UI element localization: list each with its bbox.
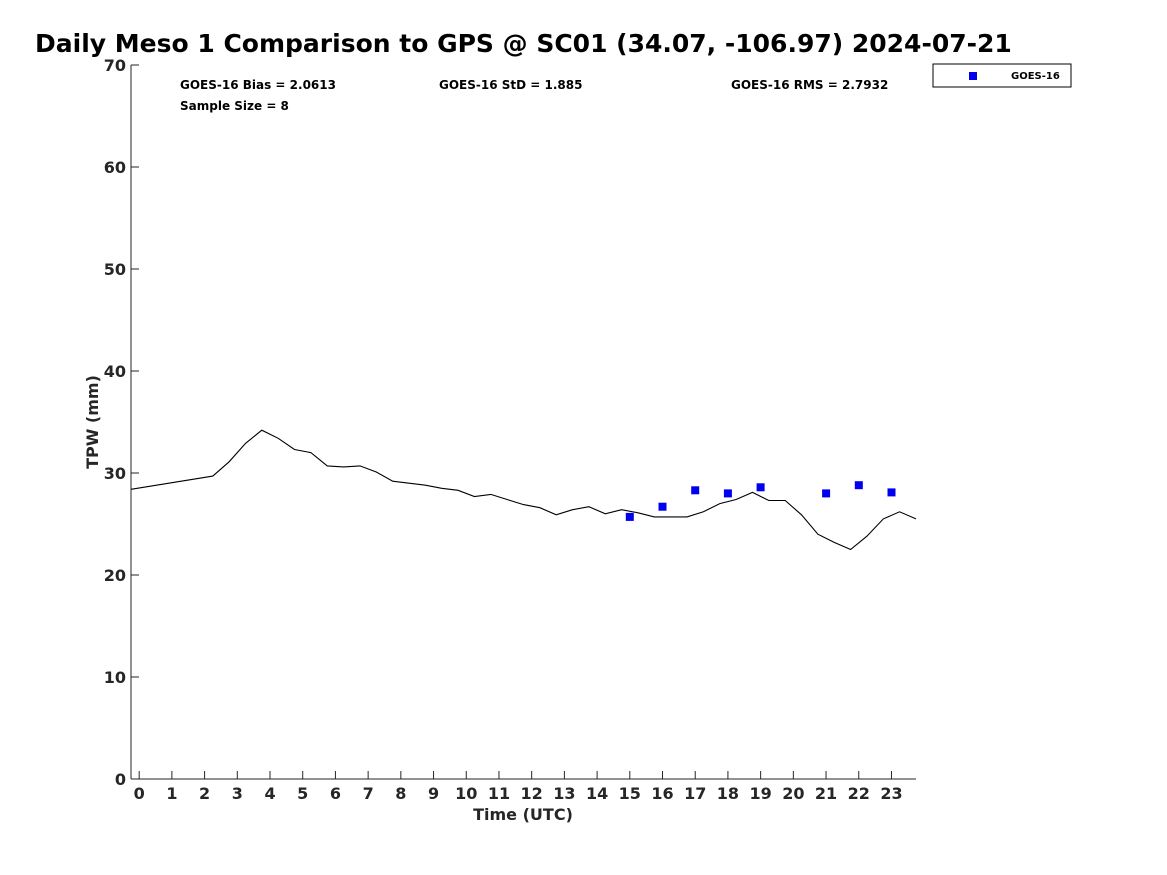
y-tick-label: 20 (104, 566, 126, 585)
x-tick-label: 18 (717, 784, 739, 803)
goes-16-point (822, 489, 831, 498)
goes-16-point (691, 486, 700, 495)
x-tick-label: 2 (199, 784, 210, 803)
std-stat: GOES-16 StD = 1.885 (439, 78, 582, 92)
goes-16-point (756, 483, 765, 492)
x-tick-label: 8 (395, 784, 406, 803)
gps-tpw-line (130, 429, 917, 551)
x-tick-label: 16 (651, 784, 673, 803)
x-tick-label: 4 (264, 784, 275, 803)
plot-frame (130, 65, 916, 780)
y-tick-label: 50 (104, 260, 126, 279)
x-tick-label: 11 (488, 784, 510, 803)
x-tick-label: 6 (330, 784, 341, 803)
x-tick-label: 0 (134, 784, 145, 803)
legend-label: GOES-16 (1011, 71, 1060, 82)
goes-16-point (625, 512, 634, 521)
y-tick-label: 70 (104, 56, 126, 75)
x-tick-label: 3 (232, 784, 243, 803)
sample-size-stat: Sample Size = 8 (180, 99, 289, 113)
goes-16-points (625, 481, 896, 521)
x-tick-label: 5 (297, 784, 308, 803)
bias-stat: GOES-16 Bias = 2.0613 (180, 78, 336, 92)
y-axis: 0 10 20 30 40 50 60 70 (104, 56, 139, 789)
x-tick-label: 14 (586, 784, 608, 803)
legend-box (932, 63, 1072, 88)
goes-16-point (854, 481, 863, 490)
y-tick-label: 40 (104, 362, 126, 381)
goes-16-point (887, 488, 896, 497)
x-tick-label: 15 (619, 784, 641, 803)
y-tick-label: 0 (115, 770, 126, 789)
x-tick-label: 17 (684, 784, 706, 803)
y-tick-label: 10 (104, 668, 126, 687)
x-axis-label: Time (UTC) (473, 805, 573, 824)
chart-title: Daily Meso 1 Comparison to GPS @ SC01 (3… (35, 29, 1012, 58)
x-tick-label: 10 (455, 784, 477, 803)
goes-16-point (658, 502, 667, 511)
x-tick-label: 23 (880, 784, 902, 803)
x-axis: 0 1 2 3 4 5 6 7 8 9 10 11 12 13 14 15 16 17 18 19 20 21 22 23 (134, 771, 903, 803)
rms-stat: GOES-16 RMS = 2.7932 (731, 78, 888, 92)
x-tick-label: 22 (848, 784, 870, 803)
y-tick-label: 60 (104, 158, 126, 177)
x-tick-label: 19 (750, 784, 772, 803)
x-tick-label: 13 (553, 784, 575, 803)
x-tick-label: 9 (428, 784, 439, 803)
legend-marker (969, 72, 977, 80)
x-tick-label: 21 (815, 784, 837, 803)
x-tick-label: 12 (521, 784, 543, 803)
y-tick-label: 30 (104, 464, 126, 483)
goes-16-point (723, 489, 732, 498)
x-tick-label: 20 (782, 784, 804, 803)
x-tick-label: 1 (166, 784, 177, 803)
legend: GOES-16 (932, 63, 1072, 88)
y-axis-label: TPW (mm) (83, 375, 102, 469)
x-tick-label: 7 (363, 784, 374, 803)
